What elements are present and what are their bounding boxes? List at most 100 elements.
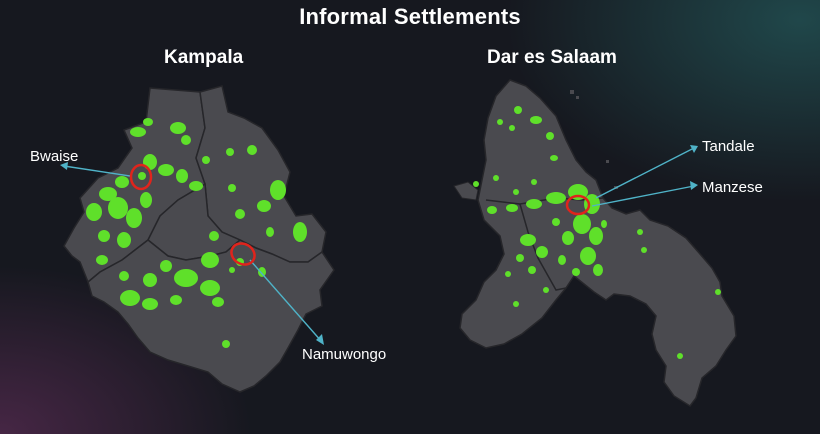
islet — [576, 96, 579, 99]
settlement-patch — [158, 164, 174, 176]
settlement-patch — [212, 297, 224, 307]
islet — [606, 160, 609, 163]
kampala-title: Kampala — [164, 47, 244, 68]
settlement-patch — [562, 231, 574, 245]
settlement-patch — [174, 269, 198, 287]
manzese-arrowhead — [690, 181, 698, 190]
settlement-patch — [509, 125, 515, 131]
settlement-patch — [593, 264, 603, 276]
settlement-patch — [117, 232, 131, 248]
settlement-patch — [505, 271, 511, 277]
settlement-patch — [98, 230, 110, 242]
namuwongo-label: Namuwongo — [302, 346, 387, 363]
map-title: Informal Settlements — [299, 4, 521, 29]
settlement-patch — [189, 181, 203, 191]
settlement-patch — [589, 227, 603, 245]
settlement-patch — [637, 229, 643, 235]
settlement-patch — [115, 176, 129, 188]
settlement-patch — [200, 280, 220, 296]
settlement-patch — [160, 260, 172, 272]
settlement-patch — [226, 148, 234, 156]
settlement-patch — [715, 289, 721, 295]
settlement-patch — [126, 208, 142, 228]
settlement-patch — [99, 187, 117, 201]
islet — [570, 90, 574, 94]
settlement-patch — [202, 156, 210, 164]
settlement-patch — [222, 340, 230, 348]
tandale-callout-line — [595, 147, 695, 199]
manzese-label: Manzese — [702, 179, 763, 196]
highlight-rings — [129, 163, 591, 266]
settlement-patch — [487, 206, 497, 214]
settlement-patch — [552, 218, 560, 226]
bwaise-highlight-ring — [129, 163, 153, 191]
settlement-patch — [140, 192, 152, 208]
settlement-patch — [130, 127, 146, 137]
settlement-patch — [520, 234, 536, 246]
settlement-patch — [108, 197, 128, 219]
settlement-patch — [138, 172, 146, 180]
tandale-label: Tandale — [702, 138, 755, 155]
settlement-patch — [506, 204, 518, 212]
settlement-patch — [228, 184, 236, 192]
dar-es-salaam-peninsula-tip — [453, 181, 479, 201]
bwaise-arrowhead — [60, 162, 68, 170]
namuwongo-highlight-ring — [230, 242, 256, 266]
settlement-patch — [143, 154, 157, 170]
settlement-patch — [526, 199, 542, 209]
manzese-callout-line — [591, 185, 695, 207]
settlement-patch — [546, 132, 554, 140]
settlement-patch — [558, 255, 566, 265]
settlement-patch — [513, 189, 519, 195]
settlement-patch — [531, 179, 537, 185]
settlement-patch — [235, 209, 245, 219]
bwaise-callout-line — [63, 165, 131, 177]
settlement-patch — [601, 220, 607, 228]
dar-es-salaam-title: Dar es Salaam — [487, 47, 617, 68]
settlement-patch — [497, 119, 503, 125]
tandale-arrowhead — [690, 145, 698, 153]
tandale-manzese-highlight-ring — [565, 194, 591, 216]
settlement-patch — [572, 268, 580, 276]
settlement-patch — [120, 290, 140, 306]
settlement-patch — [293, 222, 307, 242]
settlement-patch — [229, 267, 235, 273]
dar-es-salaam-boundary-west — [519, 203, 567, 291]
callout-lines — [60, 145, 698, 345]
settlement-patch — [513, 301, 519, 307]
settlement-patch — [514, 106, 522, 114]
settlement-patch — [181, 135, 191, 145]
settlement-patch — [201, 252, 219, 268]
settlement-patch — [641, 247, 647, 253]
settlement-patch — [142, 298, 158, 310]
settlement-patch — [580, 247, 596, 265]
settlement-patch — [247, 145, 257, 155]
namuwongo-arrowhead — [316, 334, 324, 345]
settlement-patch — [473, 181, 479, 187]
settlement-patch — [86, 203, 102, 221]
settlement-patch — [536, 246, 548, 258]
settlement-patch — [493, 175, 499, 181]
settlement-patch — [573, 214, 591, 234]
settlement-patch — [528, 266, 536, 274]
settlement-patch — [176, 169, 188, 183]
settlement-patch — [516, 254, 524, 262]
settlement-patch — [257, 200, 271, 212]
settlement-patch — [677, 353, 683, 359]
settlement-patch — [258, 267, 266, 277]
settlement-patch — [546, 192, 566, 204]
settlement-patch — [96, 255, 108, 265]
settlement-patch — [209, 231, 219, 241]
settlement-patch — [170, 122, 186, 134]
settlement-patch — [170, 295, 182, 305]
settlement-patch — [266, 227, 274, 237]
settlement-patch — [550, 155, 558, 161]
settlement-patch — [543, 287, 549, 293]
settlement-patch — [143, 118, 153, 126]
settlement-patch — [143, 273, 157, 287]
settlement-patch — [119, 271, 129, 281]
bwaise-label: Bwaise — [30, 148, 79, 165]
kampala-settlements — [86, 118, 307, 348]
namuwongo-callout-line — [249, 259, 323, 343]
